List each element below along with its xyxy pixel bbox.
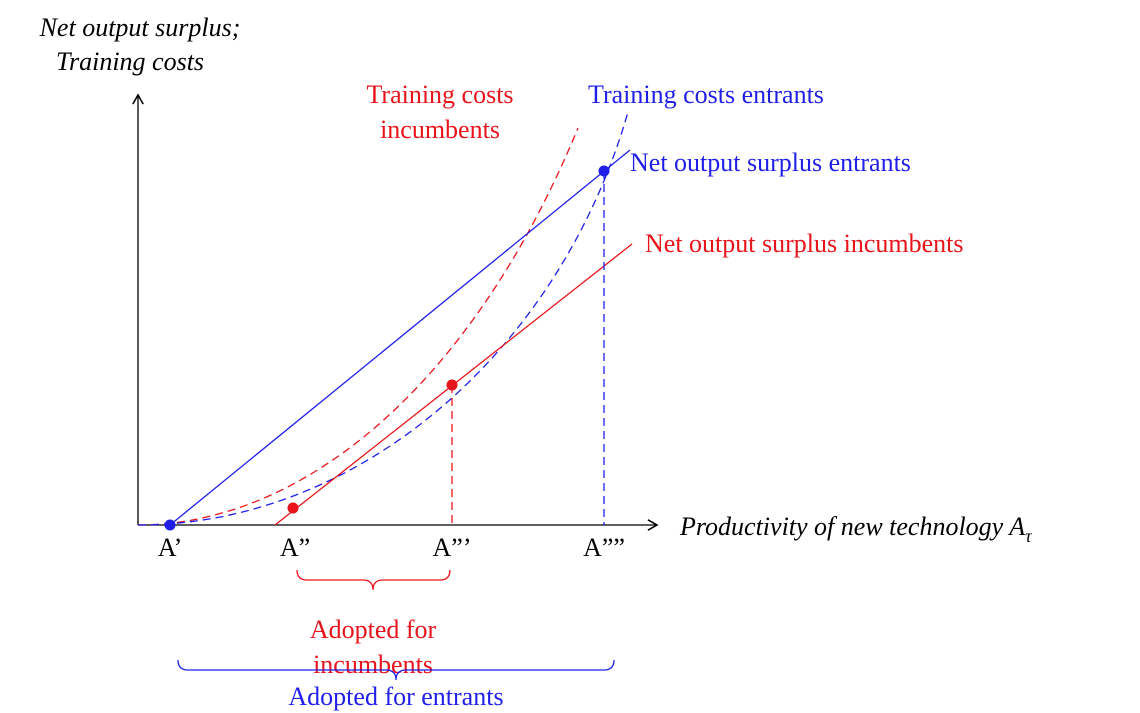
x-axis-label-subscript: τ (1025, 526, 1032, 546)
curve-label: incumbents (380, 115, 500, 144)
y-axis-label: Training costs (56, 47, 204, 76)
x-tick-label: A”’ (433, 533, 472, 562)
x-tick-label: A”” (583, 533, 625, 562)
net-output-entrants-line (169, 149, 631, 526)
brace-label: incumbents (313, 650, 433, 679)
brace-label: Adopted for (310, 615, 437, 644)
point (446, 379, 458, 391)
y-axis-label: Net output surplus; (39, 13, 241, 42)
curve-label: Net output surplus incumbents (645, 229, 963, 258)
brace (177, 659, 615, 681)
x-axis-label-text: Productivity of new technology A (679, 512, 1025, 541)
curve-label: Training costs (366, 80, 513, 109)
x-tick-label: A” (280, 533, 310, 562)
brace-label: Adopted for entrants (288, 682, 503, 711)
training-costs-incumbents-curve (137, 127, 579, 526)
x-axis-label: Productivity of new technology Aτ (679, 512, 1032, 546)
curve-label: Net output surplus entrants (630, 148, 911, 177)
point (598, 165, 610, 177)
x-tick-label: A’ (158, 533, 183, 562)
curve-label: Training costs entrants (588, 80, 824, 109)
point (287, 502, 299, 514)
training-costs-entrants-curve (137, 111, 629, 526)
brace (296, 569, 451, 591)
point (164, 519, 176, 531)
